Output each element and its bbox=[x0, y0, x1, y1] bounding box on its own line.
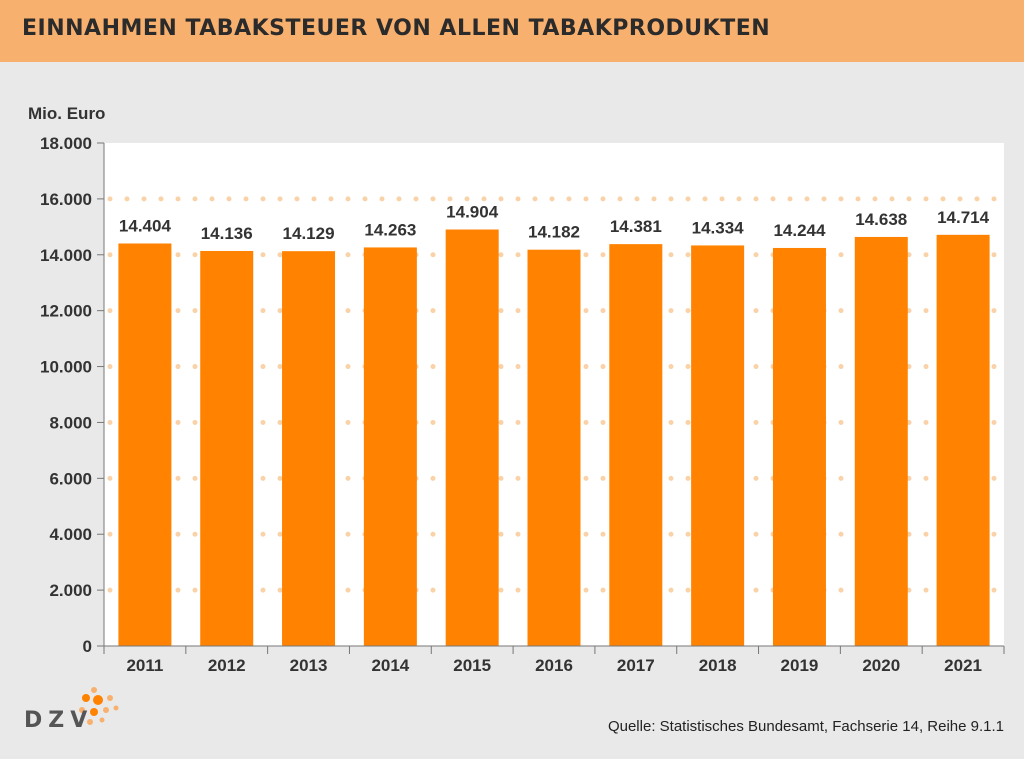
y-tick-label: 10.000 bbox=[40, 358, 92, 377]
x-tick-label-2015: 2015 bbox=[453, 656, 491, 675]
data-label-2020: 14.638 bbox=[855, 210, 907, 229]
data-label-2011: 14.404 bbox=[119, 216, 172, 235]
data-label-2017: 14.381 bbox=[610, 217, 662, 236]
y-tick-label: 4.000 bbox=[49, 525, 92, 544]
data-label-2013: 14.129 bbox=[283, 224, 335, 243]
y-tick-label: 16.000 bbox=[40, 190, 92, 209]
x-tick-label-2014: 2014 bbox=[371, 656, 409, 675]
x-tick-label-2017: 2017 bbox=[617, 656, 655, 675]
y-tick-label: 18.000 bbox=[40, 134, 92, 153]
data-label-2016: 14.182 bbox=[528, 223, 580, 242]
x-tick-label-2021: 2021 bbox=[944, 656, 982, 675]
header-bar: EINNAHMEN TABAKSTEUER VON ALLEN TABAKPRO… bbox=[0, 0, 1024, 62]
logo-text: DZV bbox=[24, 708, 94, 733]
x-tick-label-2012: 2012 bbox=[208, 656, 246, 675]
y-tick-label: 14.000 bbox=[40, 246, 92, 265]
source-note: Quelle: Statistisches Bundesamt, Fachser… bbox=[607, 718, 1004, 735]
data-label-2012: 14.136 bbox=[201, 224, 253, 243]
data-label-2014: 14.263 bbox=[364, 220, 416, 239]
bar-2017 bbox=[609, 244, 663, 646]
y-axis-unit-label: Mio. Euro bbox=[28, 104, 106, 123]
dzv-dots-logo-icon bbox=[24, 684, 134, 734]
bar-2021 bbox=[936, 234, 990, 646]
bar-2013 bbox=[282, 251, 336, 646]
data-label-2019: 14.244 bbox=[773, 221, 826, 240]
bar-2014 bbox=[363, 247, 417, 646]
bar-2019 bbox=[772, 247, 826, 646]
bar-2015 bbox=[445, 229, 499, 647]
data-label-2018: 14.334 bbox=[692, 218, 745, 237]
x-tick-label-2016: 2016 bbox=[535, 656, 573, 675]
x-tick-label-2018: 2018 bbox=[699, 656, 737, 675]
y-tick-label: 12.000 bbox=[40, 302, 92, 321]
y-tick-label: 2.000 bbox=[49, 581, 92, 600]
y-tick-label: 0 bbox=[83, 637, 92, 656]
bar-2016 bbox=[527, 249, 581, 646]
bar-2020 bbox=[854, 236, 908, 646]
data-label-2021: 14.714 bbox=[937, 208, 990, 227]
bar-2018 bbox=[691, 245, 745, 646]
x-tick-label-2011: 2011 bbox=[126, 656, 163, 675]
bar-2012 bbox=[200, 250, 254, 646]
y-tick-label: 6.000 bbox=[49, 469, 92, 488]
bar-2011 bbox=[118, 243, 172, 646]
y-tick-label: 8.000 bbox=[49, 413, 92, 432]
chart-title: EINNAHMEN TABAKSTEUER VON ALLEN TABAKPRO… bbox=[22, 16, 771, 41]
x-tick-label-2013: 2013 bbox=[290, 656, 328, 675]
data-label-2015: 14.904 bbox=[446, 203, 499, 222]
x-tick-label-2020: 2020 bbox=[862, 656, 900, 675]
x-tick-label-2019: 2019 bbox=[781, 656, 819, 675]
